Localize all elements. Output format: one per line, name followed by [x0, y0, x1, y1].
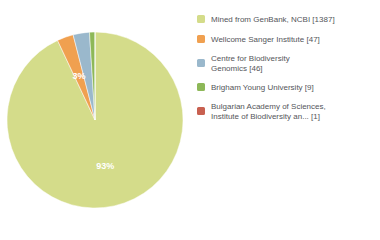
- svg-text:Wellcome Sanger Institute [47]: Wellcome Sanger Institute [47]: [211, 35, 320, 44]
- svg-text:Bulgarian Academy of Sciences,: Bulgarian Academy of Sciences,: [211, 102, 326, 111]
- svg-text:Brigham Young University [9]: Brigham Young University [9]: [211, 83, 314, 92]
- svg-text:3%: 3%: [73, 71, 86, 81]
- svg-text:Genomics [46]: Genomics [46]: [211, 64, 263, 73]
- svg-text:93%: 93%: [96, 161, 114, 171]
- svg-text:Institute of Biodiversity an..: Institute of Biodiversity an... [1]: [211, 112, 320, 121]
- svg-text:Centre for Biodiversity: Centre for Biodiversity: [211, 54, 290, 63]
- svg-text:Mined from GenBank, NCBI [1387: Mined from GenBank, NCBI [1387]: [211, 15, 335, 24]
